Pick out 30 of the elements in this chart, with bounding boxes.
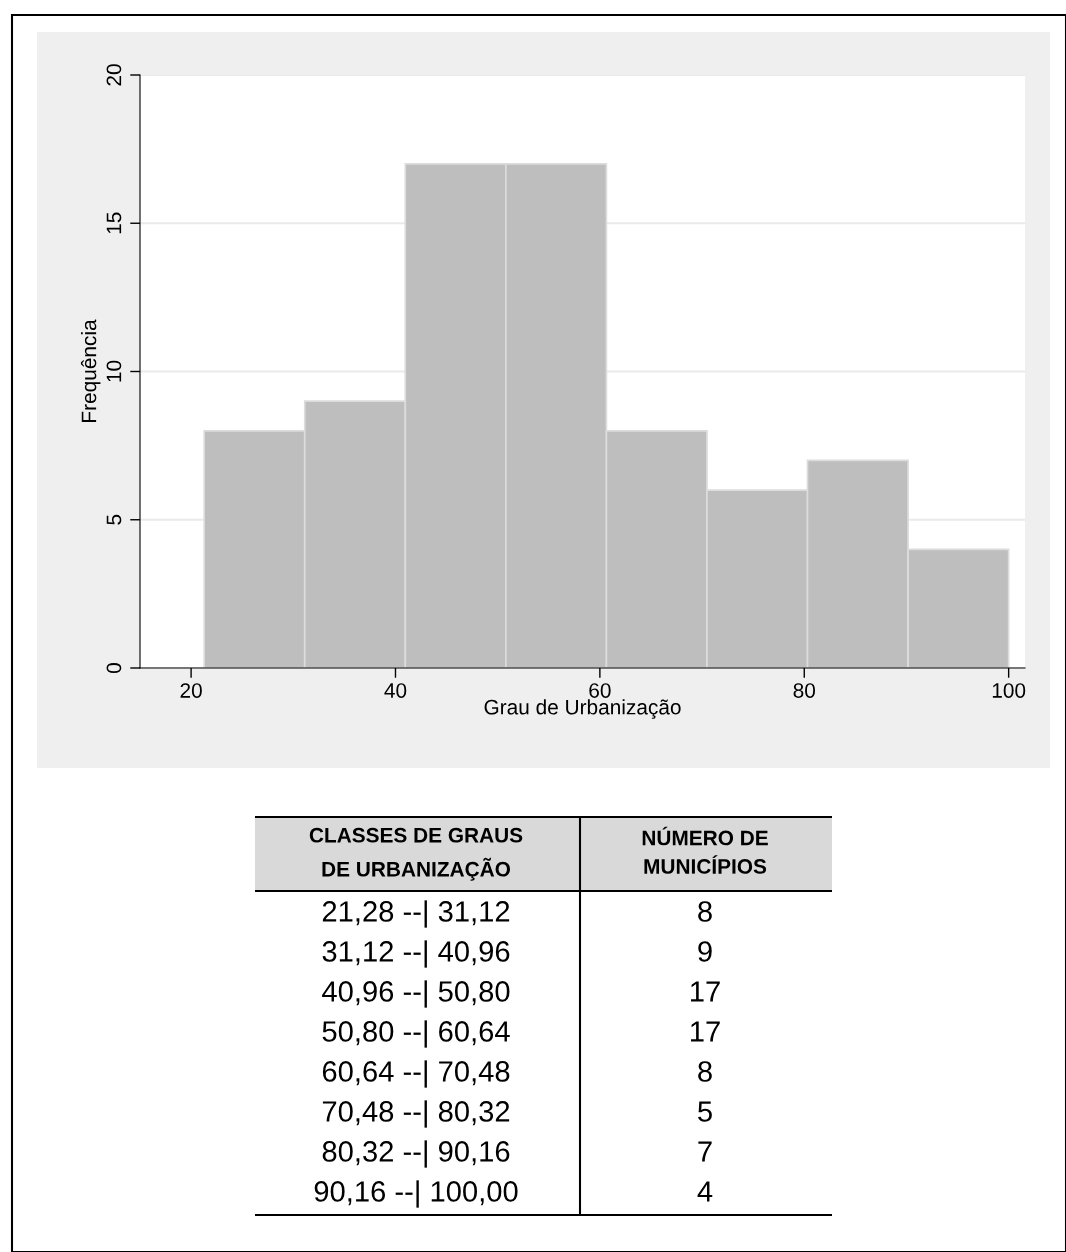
x-tick-label: 100 (992, 683, 1026, 698)
text: 90,16 --| 100,00 (314, 1180, 518, 1208)
text: 60,64 --| 70,48 (322, 1060, 510, 1088)
x-tick-label: 20 (180, 683, 202, 698)
text: 9 (698, 941, 712, 962)
text: 5 (698, 1101, 712, 1122)
text: 8 (698, 1061, 712, 1082)
text: 17 (691, 1021, 720, 1042)
text: 40,96 --| 50,80 (322, 980, 510, 1008)
text: 8 (698, 901, 712, 922)
text: 80,32 --| 90,16 (322, 1140, 510, 1168)
text: 70,48 --| 80,32 (322, 1100, 510, 1128)
text: 31,12 --| 40,96 (322, 940, 510, 968)
y-tick-label: 15 (106, 212, 122, 234)
x-tick-label: 60 (589, 683, 611, 698)
text: 17 (691, 981, 720, 1002)
x-axis-title: Grau de Urbanização (484, 699, 681, 719)
text: CLASSES DE GRAUS DE URBANIZAÇÃO (309, 827, 523, 881)
x-tick-label: 80 (793, 683, 816, 698)
text: NÚMERO DE MUNICÍPIOS (642, 826, 768, 874)
y-tick-label: 10 (106, 360, 122, 382)
y-axis-title: Frequência (80, 319, 101, 422)
text: 21,28 --| 31,12 (322, 900, 510, 928)
text: 7 (698, 1141, 712, 1162)
y-tick-label: 5 (106, 514, 122, 525)
y-tick-label: 0 (106, 663, 122, 673)
y-tick-label: 20 (106, 64, 122, 86)
x-tick-label: 40 (384, 683, 407, 698)
text: 50,80 --| 60,64 (322, 1020, 510, 1048)
text: 4 (697, 1181, 713, 1202)
